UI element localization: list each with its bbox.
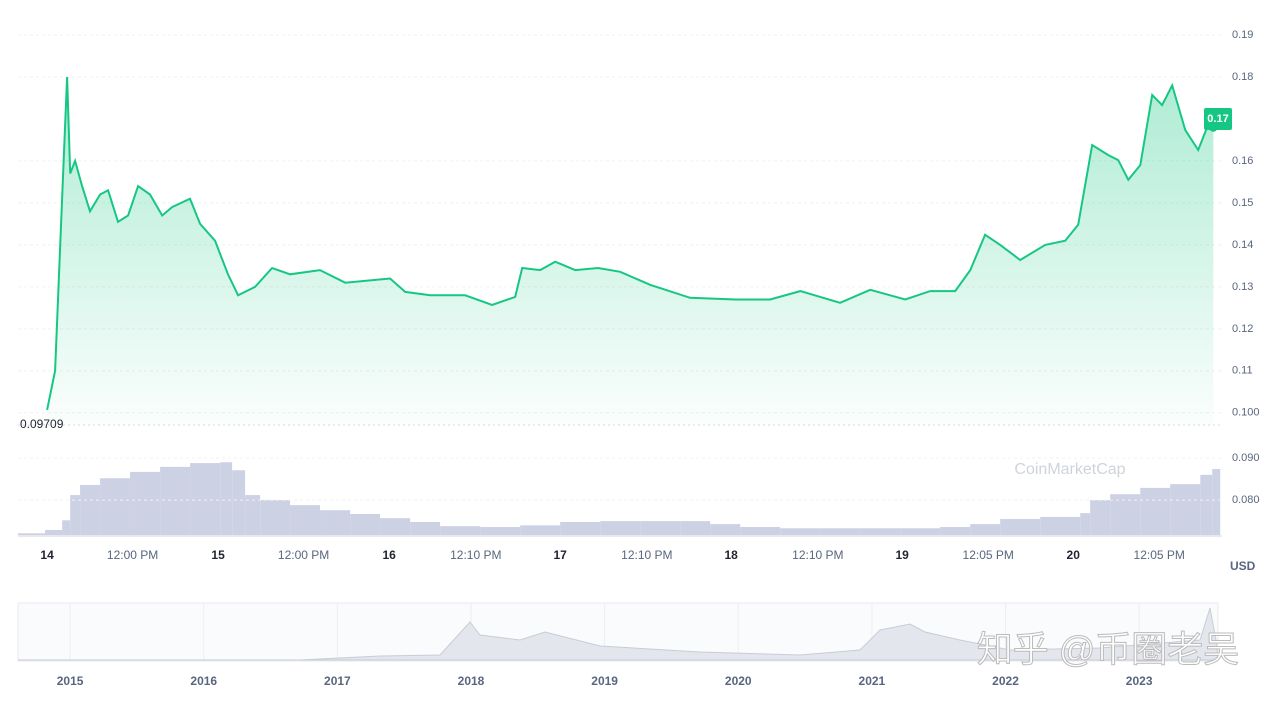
- volume-bar: [45, 529, 63, 535]
- volume-bar: [70, 495, 81, 535]
- price-area: [47, 77, 1214, 426]
- volume-bar: [190, 463, 221, 535]
- x-tick-label: 20: [1067, 548, 1081, 562]
- volume-bar: [260, 500, 291, 535]
- x-tick-label: 15: [211, 548, 225, 562]
- volume-bar: [100, 478, 131, 535]
- volume-bar: [1212, 468, 1221, 535]
- volume-bar: [560, 521, 601, 535]
- volume-bar: [290, 505, 321, 535]
- volume-bar: [245, 495, 261, 535]
- x-tick-label: 12:00 PM: [107, 548, 158, 562]
- x-tick-label: 12:10 PM: [792, 548, 843, 562]
- volume-bar: [940, 527, 971, 535]
- volume-bar: [860, 528, 901, 535]
- price-badge-label: 0.17: [1207, 113, 1228, 125]
- volume-bar: [520, 525, 561, 535]
- volume-bar: [130, 471, 161, 535]
- volume-bar: [740, 527, 781, 535]
- watermark: CoinMarketCap: [1014, 461, 1125, 478]
- y-tick-label: 0.12: [1232, 323, 1253, 335]
- price-badge: [1204, 107, 1232, 130]
- y-tick-label: 0.15: [1232, 197, 1253, 209]
- y-tick-label: 0.11: [1232, 365, 1253, 377]
- volume-bar: [820, 528, 861, 535]
- volume-bar: [350, 513, 381, 535]
- volume-bar: [1090, 500, 1111, 535]
- x-tick-label: 16: [382, 548, 396, 562]
- navigator-year: 2020: [725, 674, 752, 688]
- x-tick-label: 12:10 PM: [450, 548, 501, 562]
- price-line: [46, 76, 1214, 411]
- volume-bar: [232, 470, 246, 535]
- volume-bar: [900, 528, 941, 535]
- navigator-year: 2016: [190, 674, 217, 688]
- x-tick-label: 14: [40, 548, 54, 562]
- navigator-year: 2021: [859, 674, 886, 688]
- overlay-text: 知乎 @币圈老吴: [977, 629, 1240, 670]
- volume-bar: [600, 521, 641, 535]
- volume-bar: [1140, 487, 1171, 535]
- volume-bar: [1000, 519, 1041, 535]
- volume-bar: [220, 462, 233, 535]
- volume-bar: [480, 527, 521, 535]
- volume-bar: [1200, 474, 1213, 535]
- volume-bar: [440, 526, 481, 535]
- volume-bar: [18, 533, 46, 535]
- y-tick-label: 0.080: [1232, 494, 1260, 506]
- volume-bar: [160, 466, 191, 535]
- y-tick-label: 0.100: [1232, 407, 1260, 419]
- y-tick-label: 0.19: [1232, 29, 1253, 41]
- x-tick-label: 12:00 PM: [278, 548, 329, 562]
- volume-bar: [320, 510, 351, 535]
- y-tick-label: 0.090: [1232, 452, 1260, 464]
- volume-bar: [1080, 513, 1091, 535]
- y-tick-label: 0.18: [1232, 71, 1253, 83]
- x-tick-label: 17: [553, 548, 567, 562]
- navigator-year: 2018: [458, 674, 485, 688]
- volume-bar: [62, 520, 71, 535]
- y-tick-label: 0.16: [1232, 155, 1253, 167]
- currency-label: USD: [1230, 559, 1256, 573]
- navigator-year: 2019: [591, 674, 618, 688]
- navigator-year: 2015: [57, 674, 84, 688]
- y-tick-label: 0.14: [1232, 239, 1253, 251]
- x-tick-label: 12:10 PM: [621, 548, 672, 562]
- volume-bar: [680, 521, 711, 535]
- x-tick-label: 19: [896, 548, 910, 562]
- volume-bar: [710, 524, 741, 535]
- x-tick-label: 18: [724, 548, 738, 562]
- navigator-area: [18, 607, 1219, 661]
- navigator-year: 2022: [992, 674, 1019, 688]
- volume-bar: [970, 524, 1001, 535]
- volume-bar: [80, 484, 101, 535]
- volume-bar: [780, 528, 821, 535]
- volume-bar: [1110, 494, 1141, 535]
- y-tick-label: 0.13: [1232, 281, 1253, 293]
- volume-bar: [410, 521, 441, 535]
- volume-bar: [380, 518, 411, 535]
- volume-bar: [640, 521, 681, 535]
- x-tick-label: 12:05 PM: [963, 548, 1014, 562]
- volume-bar: [1040, 516, 1081, 535]
- x-tick-label: 12:05 PM: [1134, 548, 1185, 562]
- navigator-year: 2023: [1126, 674, 1153, 688]
- volume-bar: [1170, 484, 1201, 535]
- navigator-year: 2017: [324, 674, 351, 688]
